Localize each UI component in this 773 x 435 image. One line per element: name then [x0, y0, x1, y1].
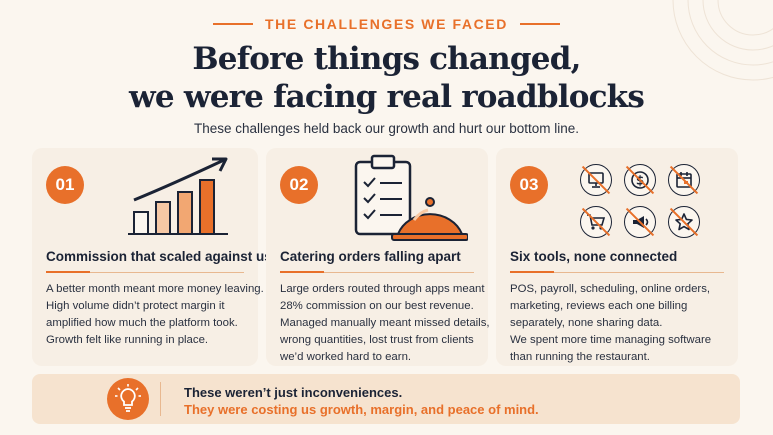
- card-body-line: amplified how much the platform took.: [46, 317, 238, 329]
- callout-banner: These weren’t just inconveniences. They …: [32, 374, 740, 424]
- card-number: 01: [46, 166, 84, 204]
- eyebrow: THE CHALLENGES WE FACED: [0, 16, 773, 32]
- card-title: Six tools, none connected: [510, 249, 678, 264]
- card-body-line: A better month meant more money leaving.: [46, 283, 264, 295]
- card-title: Commission that scaled against us: [46, 249, 272, 264]
- headline-line-2: we were facing real roadblocks: [129, 79, 645, 115]
- card-body-line: Large orders routed through apps meant: [280, 283, 485, 295]
- card-body: POS, payroll, scheduling, online orders,…: [510, 281, 728, 366]
- challenge-card-1: 01 Commission that scaled against us A b…: [32, 148, 272, 366]
- headline-line-1: Before things changed,: [192, 41, 581, 77]
- card-body-line: Managed manually meant missed details,: [280, 317, 490, 329]
- card-body-line: Growth felt like running in place.: [46, 334, 209, 346]
- calendar-icon: [668, 164, 700, 196]
- card-body-line: we’d worked hard to earn.: [280, 351, 412, 363]
- challenge-card-3: 03 $ Six tools, none connected POS, payr…: [496, 148, 738, 366]
- callout-line-2: They were costing us growth, margin, and…: [184, 402, 539, 417]
- pos-monitor-icon: [580, 164, 612, 196]
- card-number: 02: [280, 166, 318, 204]
- growth-bar-chart-icon: [128, 157, 228, 235]
- card-title: Catering orders falling apart: [280, 249, 461, 264]
- challenge-card-2: 02 Catering orders falling apart Large o…: [266, 148, 490, 366]
- card-divider: [510, 271, 724, 273]
- payroll-dollar-icon: $: [624, 164, 656, 196]
- card-body-line: High volume didn’t protect margin it: [46, 300, 225, 312]
- card-body-line: POS, payroll, scheduling, online orders,: [510, 283, 711, 295]
- card-body: A better month meant more money leaving.…: [46, 281, 264, 349]
- megaphone-icon: [624, 206, 656, 238]
- card-divider: [280, 271, 474, 273]
- card-divider: [46, 271, 244, 273]
- card-body-line: We spent more time managing software: [510, 334, 712, 346]
- subtitle: These challenges held back our growth an…: [194, 121, 579, 136]
- star-icon: [668, 206, 700, 238]
- eyebrow-text: THE CHALLENGES WE FACED: [265, 16, 508, 32]
- callout-divider: [160, 382, 161, 416]
- headline: Before things changed, we were facing re…: [0, 40, 773, 116]
- eyebrow-line-left: [213, 23, 254, 25]
- card-body-line: 28% commission on our best revenue.: [280, 300, 474, 312]
- card-body-line: wrong quantities, lost trust from client…: [280, 334, 474, 346]
- card-number: 03: [510, 166, 548, 204]
- card-body-line: separately, none sharing data.: [510, 317, 663, 329]
- clipboard-cloche-icon: [354, 154, 468, 241]
- card-body: Large orders routed through apps meant 2…: [280, 281, 490, 366]
- cart-icon: [580, 206, 612, 238]
- eyebrow-line-right: [519, 23, 560, 25]
- card-body-line: than running the restaurant.: [510, 351, 650, 363]
- card-body-line: marketing, reviews each one billing: [510, 300, 688, 312]
- callout-line-1: These weren’t just inconveniences.: [184, 385, 403, 400]
- decorative-circles: [672, 0, 773, 81]
- lightbulb-icon: [107, 378, 149, 420]
